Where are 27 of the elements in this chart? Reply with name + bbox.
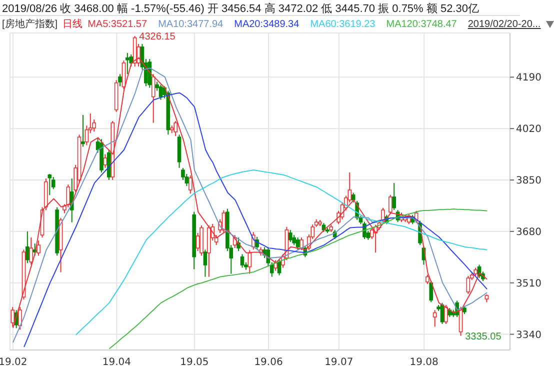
candlestick	[432, 310, 437, 328]
y-tick-label: 3850	[516, 176, 542, 187]
text: MA10:3477.94	[158, 18, 224, 30]
chart-title: 2019/08/26 收 3468.00 幅 -1.57%(-55.46) 开 3456.54 高 3472.02 低 3445.70 振 0.75% 额 52.30亿	[2, 2, 479, 16]
text: 日线	[62, 18, 83, 31]
x-tick-label: 19.05	[180, 357, 209, 366]
x-tick-label: 19.07	[324, 357, 354, 366]
x-tick-label: 19.08	[410, 357, 438, 366]
text: MA60:3619.23	[310, 18, 376, 30]
candlestick	[114, 80, 118, 112]
y-tick-label: 4020	[516, 124, 542, 136]
text: [房地产指数]	[2, 18, 58, 31]
y-tick-label: 4190	[516, 72, 542, 84]
text: 2019/02/20-20...	[468, 18, 541, 30]
candlestick	[126, 52, 130, 75]
annotation: 3335.05	[465, 331, 502, 342]
x-tick-label: 19.02	[0, 357, 28, 366]
y-tick-label: 3510	[516, 278, 542, 290]
x-tick-label: 19.06	[254, 357, 283, 366]
text: MA5:3521.57	[88, 18, 148, 30]
text: MA120:3748.47	[386, 18, 457, 30]
text: MA20:3489.34	[234, 18, 300, 30]
x-tick-label: 19.04	[102, 357, 131, 366]
y-tick-label: 3340	[516, 330, 542, 341]
y-tick-label: 3680	[516, 226, 542, 238]
candlestick	[392, 182, 396, 210]
annotation: 4326.15	[139, 32, 176, 43]
